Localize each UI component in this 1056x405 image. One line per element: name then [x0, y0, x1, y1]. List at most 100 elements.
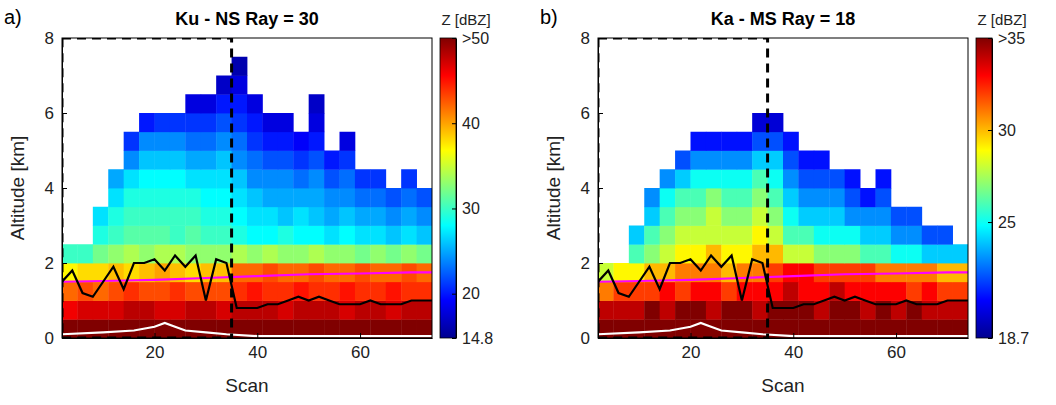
cell: [737, 132, 753, 151]
cell: [77, 244, 93, 263]
colorbar-tick-mark: [452, 208, 456, 209]
y-tick: 8: [581, 29, 603, 48]
x-axis-title: Scan: [761, 375, 804, 396]
cell: [170, 132, 186, 151]
cell: [629, 319, 645, 338]
cell: [922, 226, 938, 245]
cell: [860, 226, 876, 245]
cell: [814, 169, 830, 188]
cell: [860, 207, 876, 226]
cell: [737, 188, 753, 207]
cell: [401, 169, 417, 188]
cell: [293, 263, 309, 282]
cell: [139, 188, 155, 207]
cell: [675, 282, 691, 301]
cell: [922, 244, 938, 263]
colorbar: [440, 38, 456, 338]
x-tick: 40: [784, 333, 803, 362]
cell: [737, 151, 753, 170]
cell: [370, 207, 386, 226]
cell: [814, 244, 830, 263]
cell: [417, 282, 432, 301]
y-tick-mark: [598, 263, 603, 264]
cell: [783, 282, 799, 301]
cell: [77, 301, 93, 320]
cell: [324, 282, 340, 301]
cell: [691, 132, 707, 151]
cell: [876, 188, 892, 207]
colorbar-tick: >50: [452, 30, 489, 47]
cell: [737, 207, 753, 226]
y-tick-mark: [598, 188, 603, 189]
y-tick: 6: [45, 104, 67, 123]
cell: [201, 301, 217, 320]
cell: [155, 226, 171, 245]
cell: [185, 169, 201, 188]
cell: [355, 188, 371, 207]
cell: [293, 151, 309, 170]
cell: [108, 169, 124, 188]
cell: [721, 226, 737, 245]
cell: [675, 301, 691, 320]
y-tick-mark: [598, 338, 603, 339]
cell: [629, 226, 645, 245]
cell: [139, 169, 155, 188]
cell: [737, 244, 753, 263]
cell: [262, 207, 278, 226]
cell: [845, 226, 861, 245]
y-tick: 6: [581, 104, 603, 123]
cell: [752, 169, 768, 188]
cell: [93, 301, 109, 320]
cell: [783, 207, 799, 226]
cell: [108, 207, 124, 226]
cell: [752, 132, 768, 151]
cell: [845, 244, 861, 263]
cell: [752, 207, 768, 226]
cell: [814, 207, 830, 226]
cell: [201, 94, 217, 113]
cell: [232, 263, 248, 282]
cell: [752, 113, 768, 132]
cell: [170, 188, 186, 207]
cell: [216, 132, 232, 151]
cell: [845, 263, 861, 282]
colorbar-title: Z [dBZ]: [441, 11, 490, 28]
cell: [232, 301, 248, 320]
y-tick-label: 0: [45, 329, 54, 348]
cell: [613, 263, 629, 282]
cell: [783, 151, 799, 170]
cell: [922, 282, 938, 301]
cell: [170, 169, 186, 188]
cell: [262, 188, 278, 207]
cell: [247, 94, 263, 113]
y-tick: 4: [45, 179, 67, 198]
cell: [278, 244, 294, 263]
y-tick: 2: [581, 254, 603, 273]
plot-background: [62, 38, 432, 338]
cell: [247, 244, 263, 263]
cell: [644, 226, 660, 245]
cell: [721, 244, 737, 263]
cell: [93, 319, 109, 338]
cell: [93, 244, 109, 263]
cell: [201, 319, 217, 338]
cell: [721, 319, 737, 338]
cell: [108, 226, 124, 245]
cell: [798, 151, 814, 170]
colorbar-tick: 40: [452, 115, 480, 132]
cell: [232, 169, 248, 188]
cell: [613, 301, 629, 320]
cell: [644, 188, 660, 207]
cell: [829, 301, 845, 320]
colorbar-tick-mark: [988, 38, 992, 39]
cell: [324, 151, 340, 170]
cell: [876, 169, 892, 188]
cell: [845, 188, 861, 207]
y-tick-label: 8: [581, 29, 590, 48]
cell: [309, 207, 325, 226]
cell: [309, 94, 325, 113]
cell: [768, 244, 784, 263]
cell: [953, 244, 968, 263]
y-axis-title: Altitude [km]: [7, 136, 28, 241]
cell: [185, 132, 201, 151]
